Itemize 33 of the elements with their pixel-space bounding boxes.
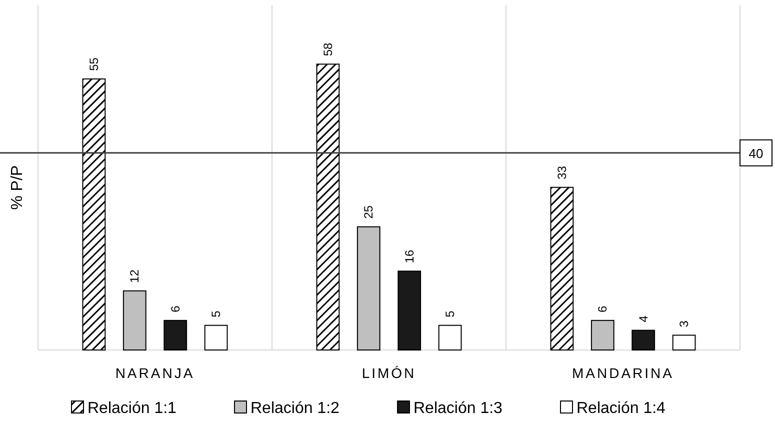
bar [438, 324, 462, 350]
bar [164, 320, 188, 350]
bar [398, 270, 422, 350]
legend-label: Relación 1:2 [250, 400, 340, 417]
x-tick-label: NARANJA [115, 365, 195, 381]
data-label: 3 [677, 320, 692, 328]
bar [632, 330, 656, 350]
bar [316, 64, 340, 350]
data-label: 4 [636, 315, 650, 322]
data-label: 5 [443, 310, 458, 318]
data-label: 55 [86, 57, 101, 71]
bar [82, 78, 106, 350]
data-label: 5 [209, 310, 224, 318]
data-label: 6 [168, 305, 182, 312]
x-tick-label: MANDARINA [572, 365, 674, 381]
data-label: 58 [320, 42, 335, 56]
bar [590, 320, 614, 350]
data-label: 33 [554, 166, 569, 180]
data-label: 25 [362, 205, 376, 219]
bar [122, 290, 146, 350]
y-axis-title: % P/P [9, 165, 26, 210]
ref-line-label: 40 [748, 146, 764, 161]
bar [204, 324, 228, 350]
bar [550, 186, 574, 350]
legend-label: Relación 1:3 [414, 400, 503, 417]
legend-label: Relación 1:4 [576, 400, 666, 417]
data-label: 16 [402, 249, 416, 264]
legend-label: Relación 1:1 [88, 400, 177, 417]
data-label: 12 [128, 269, 142, 283]
bar [356, 226, 380, 350]
bar [672, 334, 696, 350]
data-label: 6 [596, 305, 610, 312]
x-tick-label: LIMÓN [362, 365, 416, 381]
